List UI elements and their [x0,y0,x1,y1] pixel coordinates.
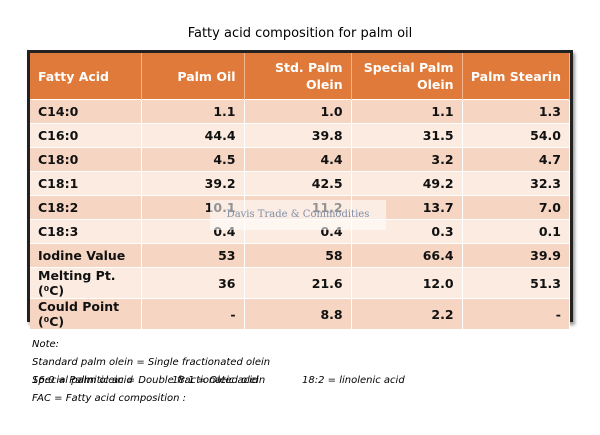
table-cell: Iodine Value [30,243,142,268]
table-cell: 39.2 [141,171,245,196]
table-cell: 8.8 [244,298,352,329]
table-row: Could Point (⁰C) -8.8 2.2- [30,298,571,329]
table-cell: 21.6 [244,267,352,299]
note-line: Standard palm olein = Single fractionate… [32,357,271,368]
note-heading: Note: [32,339,60,350]
table-cell: 53 [141,243,245,268]
table-cell: 4.4 [244,147,352,172]
table-cell: 54.0 [462,123,571,148]
note-line: FAC = Fatty acid composition : [32,393,186,404]
table-cell: C18:1 [30,171,142,196]
legend-item: 16:0 = Palmitic acid [32,375,133,386]
table-cell: 1.3 [462,99,571,124]
table-cell: Could Point (⁰C) [30,298,142,329]
table-row: C18:0 4.5 4.4 3.2 4.7 [30,147,571,172]
table-cell: C18:3 [30,219,142,244]
table-cell: 42.5 [244,171,352,196]
table-cell: 39.9 [462,243,571,268]
table-cell: C18:0 [30,147,142,172]
note-line: Special palm olein = Double fractionated… [32,375,266,386]
legend-item: 18:2 = linolenic acid [302,375,405,386]
table-cell: 58 [244,243,352,268]
table-cell: 36 [141,267,245,299]
table-cell: 1.0 [244,99,352,124]
table-cell: 0.3 [351,219,463,244]
table-row: C14:0 1.1 1.0 1.1 1.3 [30,99,571,124]
table-cell: 44.4 [141,123,245,148]
header-row: Fatty Acid Palm Oil Std. Palm Olein Special… [30,53,571,100]
table-cell: Melting Pt. (⁰C) [30,267,142,299]
table-row: C18:1 39.2 42.5 49.2 32.3 [30,171,571,196]
note-lines: Standard palm olein = Single fractionate… [32,354,442,404]
table: Fatty Acid Palm Oil Std. Palm Olein Special… [30,53,571,329]
table-row: Iodine Value 53 58 66.4 39.9 [30,243,571,268]
table-cell: 51.3 [462,267,571,299]
table-cell: - [462,298,571,329]
table-frame: Fatty Acid Palm Oil Std. Palm Olein Special… [27,50,573,329]
table-cell: 4.5 [141,147,245,172]
table-cell: 0.4 [141,219,245,244]
table-cell: 12.0 [351,267,463,299]
table-row: C16:0 44.4 39.8 31.5 54.0 [30,123,571,148]
legend-item: 18:1 = Oleic acid [172,375,259,386]
table-row: Melting Pt. (⁰C) 36 21.6 12.0 51.3 [30,267,571,299]
table-row: C18:3 0.4 0.4 0.3 0.1 [30,219,571,244]
header-cell: Special Palm Olein [351,53,463,100]
note-legend: 16:0 = Palmitic acid 18:1 = Oleic acid 18:… [32,372,442,390]
table-cell: - [141,298,245,329]
header-cell: Std. Palm Olein [244,53,352,100]
table-cell: 49.2 [351,171,463,196]
table-cell: 2.2 [351,298,463,329]
header-cell: Palm Oil [141,53,245,100]
table-cell: 31.5 [351,123,463,148]
title: Fatty acid composition for palm oil [187,26,413,41]
table-cell: 4.7 [462,147,571,172]
table-cell: 39.8 [244,123,352,148]
table-cell: 3.2 [351,147,463,172]
table-cell: 7.0 [462,195,571,220]
header-cell: Fatty Acid [30,53,142,100]
table-cell: 0.1 [462,219,571,244]
notes: Note: Standard palm olein = Single fract… [32,336,442,404]
table-cell: C16:0 [30,123,142,148]
header-cell: Palm Stearin [462,53,571,100]
table-cell: 32.3 [462,171,571,196]
table-cell: 1.1 [141,99,245,124]
table-cell: 66.4 [351,243,463,268]
table-cell: 1.1 [351,99,463,124]
watermark: Davis Trade & Commodities [210,200,386,230]
table-cell: C14:0 [30,99,142,124]
table-cell: C18:2 [30,195,142,220]
